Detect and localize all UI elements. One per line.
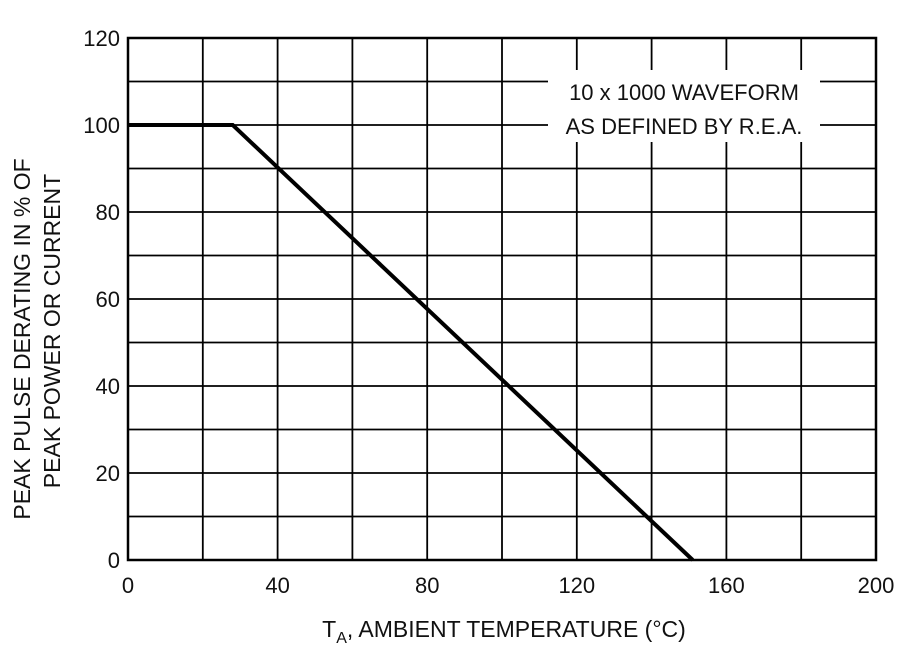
y-tick-label: 80 — [96, 200, 120, 225]
x-tick-label: 120 — [558, 573, 595, 598]
y-tick-labels: 0 20 40 60 80 100 120 — [83, 26, 120, 573]
plot-frame — [126, 36, 878, 562]
y-axis-label-line-1: PEAK PULSE DERATING IN % OF — [9, 158, 35, 519]
x-axis-label-subscript: A — [336, 630, 347, 647]
annotation-line-1: 10 x 1000 WAVEFORM — [569, 80, 799, 105]
y-axis-label-line-2: PEAK POWER OR CURRENT — [39, 174, 65, 488]
annotation-background — [548, 70, 820, 142]
x-axis-label-symbol: T — [322, 616, 336, 642]
annotation-line-2: AS DEFINED BY R.E.A. — [566, 114, 803, 139]
x-tick-label: 160 — [708, 573, 745, 598]
x-tick-label: 200 — [858, 573, 895, 598]
y-tick-label: 40 — [96, 374, 120, 399]
y-tick-label: 100 — [83, 113, 120, 138]
x-tick-labels: 0 40 80 120 160 200 — [122, 573, 894, 598]
x-axis-label: TA, AMBIENT TEMPERATURE (°C) — [322, 616, 686, 647]
y-tick-label: 0 — [108, 548, 120, 573]
derating-curve — [128, 123, 695, 562]
x-axis-label-text: , AMBIENT TEMPERATURE (°C) — [347, 616, 686, 642]
y-tick-label: 60 — [96, 287, 120, 312]
x-tick-label: 40 — [265, 573, 289, 598]
y-tick-label: 120 — [83, 26, 120, 51]
annotation-box: 10 x 1000 WAVEFORM AS DEFINED BY R.E.A. — [548, 70, 820, 142]
x-tick-label: 80 — [415, 573, 439, 598]
x-tick-label: 0 — [122, 573, 134, 598]
y-tick-label: 20 — [96, 461, 120, 486]
